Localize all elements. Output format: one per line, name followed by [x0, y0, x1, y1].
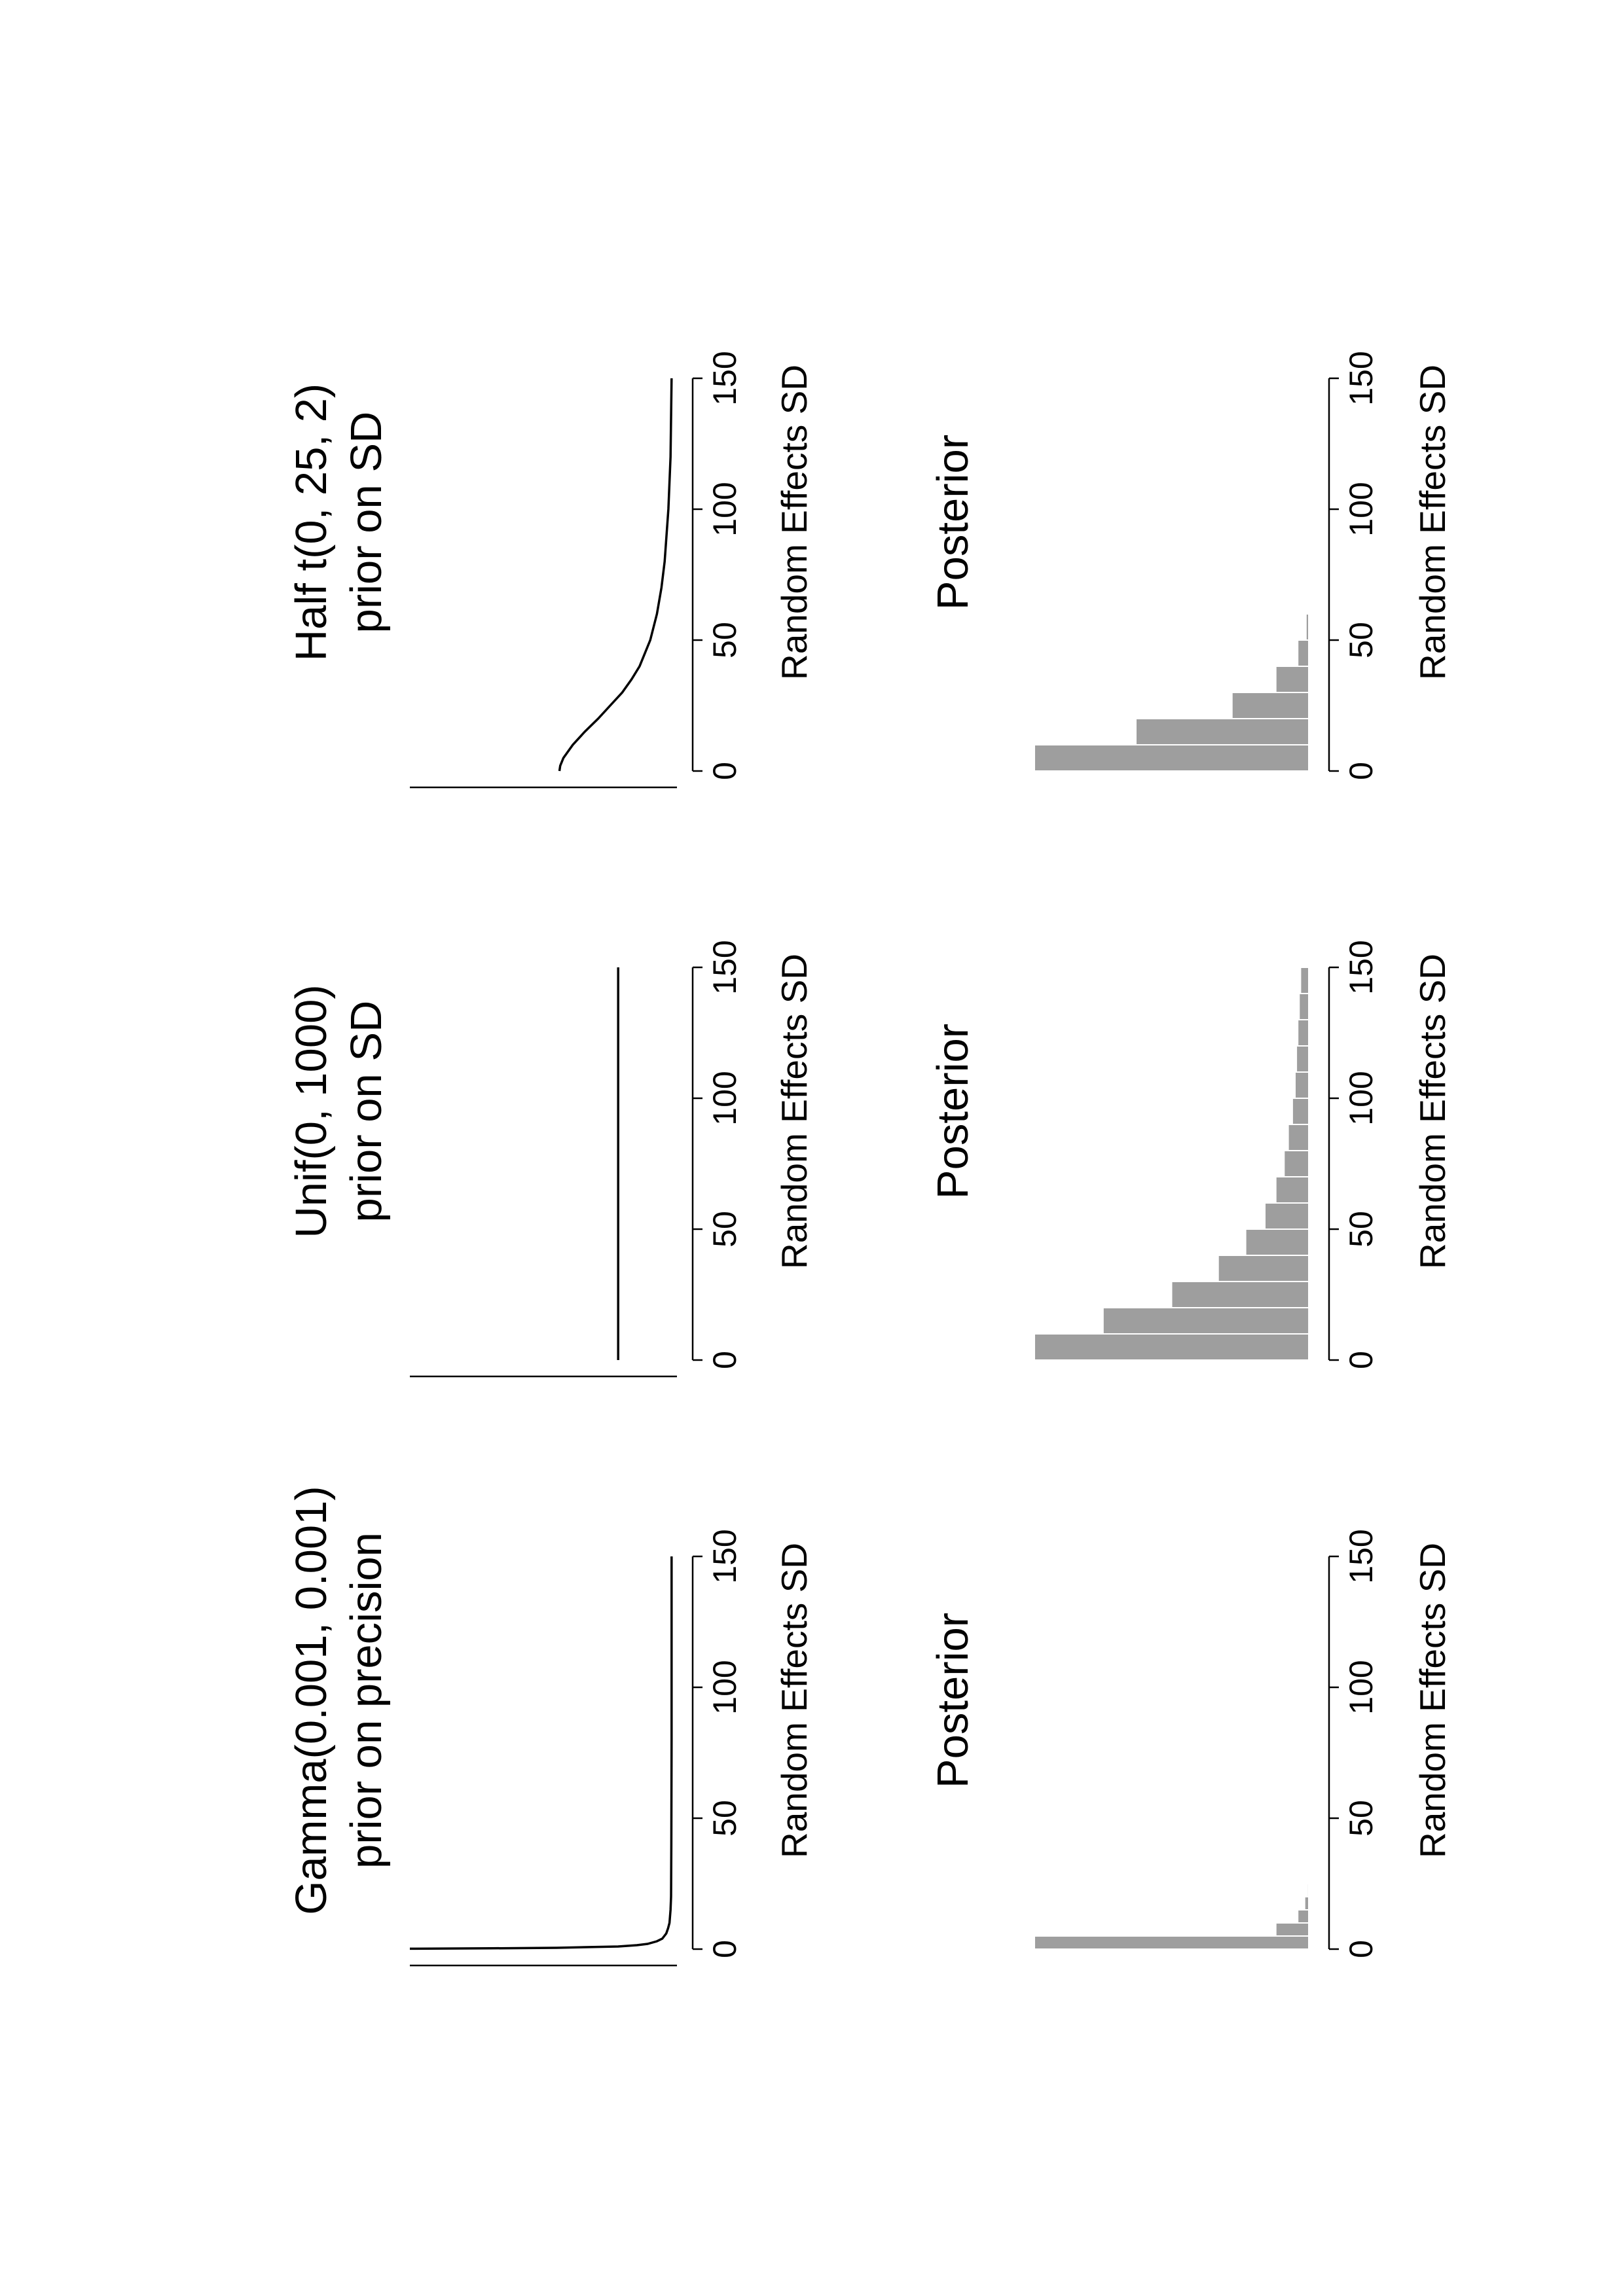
panel-gamma-prior-plot-x-tick-label-2: 100 — [706, 1660, 743, 1714]
panel-unif-posterior-title: Posterior — [928, 1024, 977, 1199]
panel-halft-posterior-plot-bar-0 — [1034, 744, 1309, 772]
panel-gamma-prior-plot-x-tick-label-0: 0 — [706, 1940, 743, 1958]
panel-halft-posterior-plot: 0 50 100 150 — [1034, 351, 1379, 780]
panel-unif-prior-plot-x-tick-label-0: 0 — [706, 1351, 743, 1369]
panel-halft-prior-plot-x-tick-label-1: 50 — [706, 622, 743, 658]
panel-halft-prior-plot-density-line — [558, 378, 673, 772]
panel-unif-posterior-plot-x-tick-label-2: 100 — [1343, 1071, 1379, 1125]
panel-gamma-posterior-plot-x-tick-label-3: 150 — [1343, 1529, 1379, 1583]
panel-unif-posterior-plot-bar-8 — [1287, 1124, 1309, 1151]
panel-gamma-posterior-plot-bar-2 — [1297, 1909, 1309, 1924]
panel-unif-prior-title-line2: prior on SD — [342, 1001, 391, 1223]
panel-halft-prior-title-line1: Half t(0, 25, 2) — [287, 384, 336, 662]
panel-unif-posterior-plot-bar-11 — [1296, 1045, 1309, 1073]
panel-gamma-prior-plot-density-line — [409, 1556, 673, 1950]
panel-unif-posterior-xlabel: Random Effects SD — [1412, 954, 1453, 1269]
panel-unif-prior-plot-x-tick-label-2: 100 — [706, 1071, 743, 1125]
panel-gamma-prior-plot-x-tick-label-3: 150 — [706, 1529, 743, 1583]
panel-halft-prior-plot-x-tick-label-2: 100 — [706, 482, 743, 536]
panel-gamma-posterior-plot-x-tick-label-0: 0 — [1343, 1940, 1379, 1958]
panel-unif-posterior-plot-bar-10 — [1294, 1071, 1309, 1099]
panel-gamma-posterior-title: Posterior — [928, 1613, 977, 1788]
panel-unif-posterior-plot-x-tick-label-1: 50 — [1343, 1211, 1379, 1247]
panel-unif-prior-plot: 0 50 100 150 — [410, 940, 743, 1378]
panel-gamma-posterior: Posterior 0 50 100 150 Random Effects SD — [928, 1529, 1453, 1958]
panel-unif-posterior-plot-bar-13 — [1298, 993, 1310, 1020]
panel-gamma-prior-xlabel: Random Effects SD — [774, 1543, 814, 1858]
panel-unif-prior-xlabel: Random Effects SD — [774, 954, 814, 1269]
panel-halft-posterior-plot-bar-5 — [1305, 613, 1310, 641]
panel-halft-posterior: Posterior 0 50 100 150 Random Effects SD — [928, 351, 1453, 780]
panel-unif-posterior-plot: 0 50 100 150 — [1034, 940, 1379, 1369]
panel-unif-posterior-plot-bar-14 — [1300, 967, 1310, 994]
panel-gamma-posterior-plot-x-tick-label-2: 100 — [1343, 1660, 1379, 1714]
rotated-figure: Gamma(0.001, 0.001) prior on precision 0… — [287, 351, 1453, 1967]
panel-halft-prior-xlabel: Random Effects SD — [774, 365, 814, 680]
panel-gamma-posterior-plot-bar-3 — [1304, 1896, 1309, 1910]
panel-halft-posterior-plot-bar-4 — [1297, 639, 1309, 667]
panel-gamma-prior-plot: 0 50 100 150 — [409, 1529, 743, 1967]
panel-gamma-prior-title-line2: prior on precision — [342, 1532, 391, 1869]
panel-halft-posterior-plot-x-tick-label-0: 0 — [1343, 762, 1379, 780]
panel-gamma-prior-title-line1: Gamma(0.001, 0.001) — [287, 1486, 336, 1914]
panel-unif-posterior-plot-bar-5 — [1264, 1202, 1309, 1230]
panel-halft-posterior-plot-x-tick-label-2: 100 — [1343, 482, 1379, 536]
panel-unif-prior-title-line1: Unif(0, 1000) — [287, 984, 336, 1238]
panel-unif-posterior-plot-bar-4 — [1245, 1229, 1309, 1256]
panel-halft-posterior-plot-bar-3 — [1275, 666, 1309, 693]
panel-unif-prior-plot-x-tick-label-1: 50 — [706, 1211, 743, 1247]
panel-unif-prior: Unif(0, 1000) prior on SD 0 50 100 150 Rand… — [287, 940, 814, 1378]
panel-unif-posterior-plot-bar-7 — [1283, 1150, 1310, 1177]
panel-gamma-posterior-xlabel: Random Effects SD — [1412, 1543, 1453, 1858]
panel-unif-posterior-plot-x-tick-label-0: 0 — [1343, 1351, 1379, 1369]
panel-gamma-posterior-plot-bar-0 — [1034, 1935, 1309, 1950]
panel-unif-posterior: Posterior 0 50 100 150 Random Effects SD — [928, 940, 1453, 1369]
panel-unif-posterior-plot-x-tick-label-3: 150 — [1343, 940, 1379, 994]
panel-halft-prior: Half t(0, 25, 2) prior on SD 0 50 100 150 R… — [287, 351, 814, 789]
panel-halft-posterior-xlabel: Random Effects SD — [1412, 365, 1453, 680]
panel-gamma-prior: Gamma(0.001, 0.001) prior on precision 0… — [287, 1486, 814, 1967]
panel-halft-prior-plot: 0 50 100 150 — [410, 351, 743, 789]
panel-unif-posterior-plot-bar-12 — [1297, 1019, 1309, 1047]
panel-unif-posterior-plot-bar-6 — [1275, 1176, 1309, 1204]
panel-unif-posterior-plot-bar-2 — [1171, 1281, 1309, 1308]
panel-halft-prior-plot-x-tick-label-3: 150 — [706, 351, 743, 405]
panel-halft-posterior-plot-x-tick-label-3: 150 — [1343, 351, 1379, 405]
panel-unif-prior-plot-x-tick-label-3: 150 — [706, 940, 743, 994]
panel-unif-posterior-plot-bar-3 — [1217, 1255, 1309, 1282]
panel-halft-posterior-plot-bar-2 — [1231, 692, 1309, 719]
panel-halft-prior-plot-x-tick-label-0: 0 — [706, 762, 743, 780]
panel-gamma-posterior-plot: 0 50 100 150 — [1034, 1529, 1379, 1958]
panel-halft-posterior-title: Posterior — [928, 435, 977, 610]
panel-unif-posterior-plot-bar-0 — [1034, 1333, 1309, 1361]
panel-halft-posterior-plot-x-tick-label-1: 50 — [1343, 622, 1379, 658]
panel-gamma-posterior-plot-bar-1 — [1275, 1922, 1309, 1937]
panel-gamma-posterior-plot-bar-4 — [1306, 1883, 1310, 1897]
panel-unif-posterior-plot-bar-1 — [1102, 1307, 1310, 1335]
panel-unif-posterior-plot-bar-9 — [1291, 1098, 1310, 1125]
panel-halft-posterior-plot-bar-1 — [1135, 718, 1309, 745]
panel-gamma-prior-plot-x-tick-label-1: 50 — [706, 1800, 743, 1837]
panel-halft-prior-title-line2: prior on SD — [342, 412, 391, 634]
panel-gamma-posterior-plot-x-tick-label-1: 50 — [1343, 1800, 1379, 1837]
